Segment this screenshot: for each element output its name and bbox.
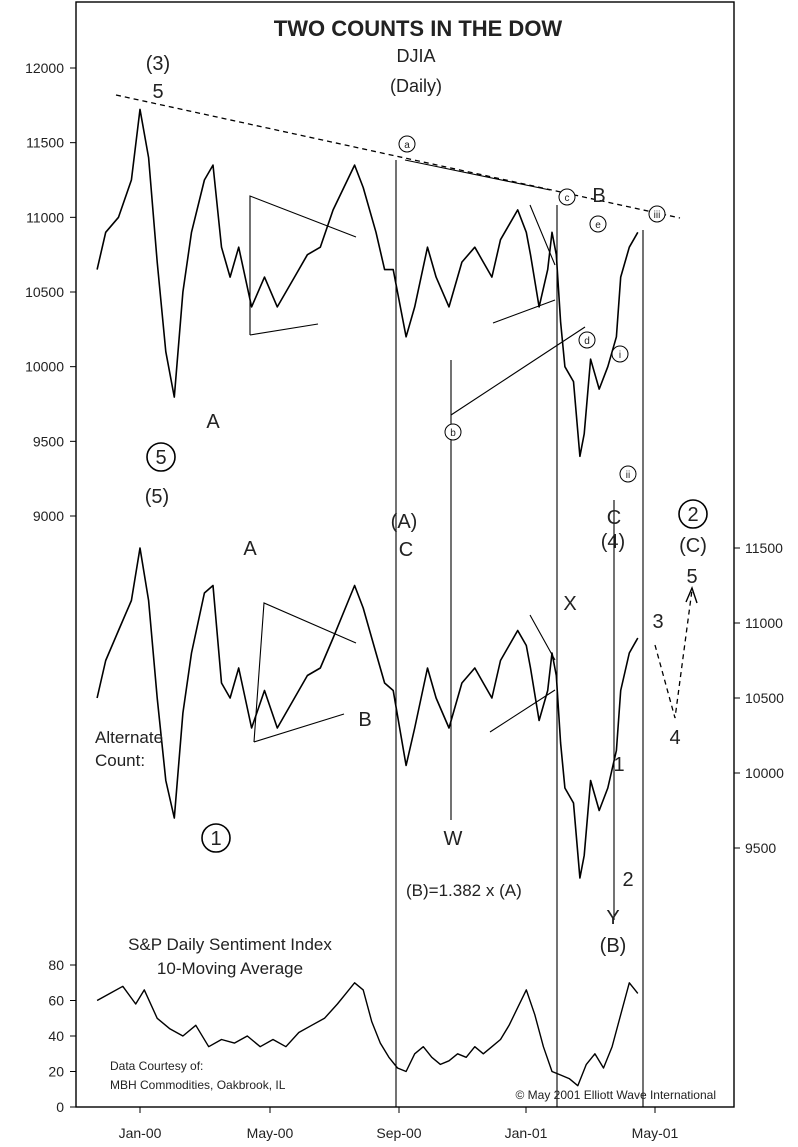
y-tick-label-left: 80 [48, 957, 64, 973]
y-tick-label-left: 10500 [25, 284, 64, 300]
projection-path [654, 589, 693, 719]
y-tick-label-left: 9500 [33, 433, 64, 449]
alternate-series-line [96, 547, 639, 879]
wave-label: 1 [613, 754, 624, 776]
wave-label: B [358, 709, 371, 731]
abc-line-a-c [404, 159, 551, 191]
wave-label: A [243, 538, 257, 560]
wave-label: (B) [600, 935, 627, 957]
wave-label: W [444, 828, 463, 850]
wave-label: A [206, 411, 220, 433]
wave-labels: (3)5ABabcdeiiiiiiC(4)5(5)1AB(A)CWX123452… [145, 53, 708, 957]
copyright-text: © May 2001 Elliott Wave International [516, 1088, 717, 1102]
projection-arrowhead [685, 586, 698, 604]
triangle-primary-right [492, 204, 556, 324]
alternate-series [96, 547, 639, 879]
y-tick-label-left: 9000 [33, 508, 64, 524]
wave-label: e [595, 220, 601, 231]
alternate-count-label-1: Alternate [95, 728, 163, 747]
wave-label: (3) [146, 53, 170, 75]
wave-label: 5 [152, 81, 163, 103]
x-tick-label: May-01 [632, 1125, 679, 1141]
wave-label-circle [611, 345, 629, 363]
wave-label: a [404, 140, 410, 151]
sentiment-title-2: 10-Moving Average [157, 959, 303, 978]
alternate-count-label-2: Count: [95, 751, 145, 770]
y-tick-label-left: 11000 [26, 209, 64, 225]
wave-label: (C) [679, 535, 707, 557]
wave-label: X [563, 593, 576, 615]
wave-label: 1 [210, 828, 221, 850]
y-tick-label-left: 0 [56, 1099, 64, 1115]
x-tick-label: Jan-01 [505, 1125, 548, 1141]
wave-label: Y [606, 907, 619, 929]
triangle-primary-left [249, 195, 357, 336]
source-line-1: Data Courtesy of: [110, 1059, 203, 1073]
y-tick-label-left: 12000 [25, 60, 64, 76]
triangle-alternate-left [253, 602, 357, 743]
wave-label: (4) [601, 531, 625, 553]
wave-label: 2 [687, 504, 698, 526]
wave-label: 2 [622, 869, 633, 891]
wave-label: iii [654, 210, 661, 221]
sentiment-title-1: S&P Daily Sentiment Index [128, 935, 332, 954]
wave-label-circle [558, 188, 576, 206]
wave-label: C [399, 539, 413, 561]
chart-title: TWO COUNTS IN THE DOW [274, 16, 563, 41]
y-tick-label-right: 9500 [745, 840, 776, 856]
wave-label-circle [398, 135, 416, 153]
wave-label: (A) [391, 511, 418, 533]
wave-label-circle [589, 215, 607, 233]
y-tick-label-left: 20 [48, 1064, 64, 1080]
wave-label: c [565, 193, 570, 204]
wave-label-circle [201, 823, 231, 853]
source-line-2: MBH Commodities, Oakbrook, IL [110, 1078, 286, 1092]
y-tick-label-left: 40 [48, 1028, 64, 1044]
chart-subtitle-djia: DJIA [396, 46, 435, 66]
wave-label: i [619, 350, 621, 361]
y-tick-label-left: 10000 [25, 359, 64, 375]
plot-frame [75, 1, 735, 1108]
x-tick-label: Sep-00 [376, 1125, 421, 1141]
y-tick-label-right: 11500 [745, 540, 783, 556]
wave-label: C [607, 507, 621, 529]
pattern-overlays [115, 94, 698, 743]
wave-label: ii [626, 470, 630, 481]
chart-subtitle-daily: (Daily) [390, 76, 442, 96]
upper-trendline [115, 94, 681, 219]
wave-label: b [450, 428, 456, 439]
sentiment-series-line [96, 982, 639, 1087]
triangle-alternate-right [489, 614, 556, 733]
wave-label-circle [648, 205, 666, 223]
wave-label: B [592, 185, 605, 207]
x-tick-label: Jan-00 [119, 1125, 162, 1141]
wave-label: (5) [145, 486, 169, 508]
wave-label: 3 [652, 611, 663, 633]
primary-series [96, 108, 639, 458]
wave-label: 4 [669, 727, 680, 749]
abc-line-b-d [450, 326, 586, 416]
wave-label-circle [678, 499, 708, 529]
axis-ticks: Jan-00 May-00 Sep-00 Jan-01 May-019000950010… [25, 60, 784, 1141]
y-tick-label-right: 10500 [745, 690, 784, 706]
wave-label-circle [444, 423, 462, 441]
x-tick-label: May-00 [247, 1125, 294, 1141]
wave-label: 5 [155, 447, 166, 469]
wave-label: 5 [686, 566, 697, 588]
wave-label-circle [146, 442, 176, 472]
y-tick-label-left: 60 [48, 993, 64, 1009]
sentiment-series [96, 982, 639, 1087]
y-tick-label-right: 11000 [745, 615, 783, 631]
y-tick-label-left: 11500 [26, 135, 64, 151]
wave-label-circle [619, 465, 637, 483]
y-tick-label-right: 10000 [745, 765, 784, 781]
primary-series-line [96, 108, 639, 458]
ratio-annotation: (B)=1.382 x (A) [406, 881, 522, 900]
wave-label: d [584, 336, 590, 347]
wave-label-circle [578, 331, 596, 349]
